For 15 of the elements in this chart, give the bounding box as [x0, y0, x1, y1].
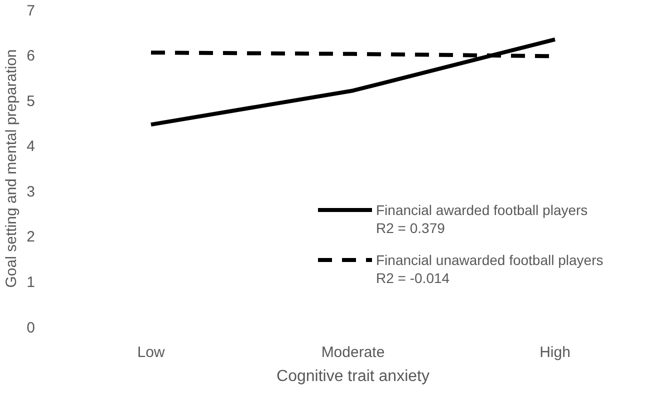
legend-label: Financial awarded football players R2 = 0.379	[376, 202, 588, 236]
y-tick-label: 7	[26, 2, 35, 20]
legend-label: Financial unawarded football players R2 = -0.014	[376, 252, 604, 286]
y-tick-label: 0	[26, 319, 35, 336]
x-tick-label: Low	[137, 344, 165, 361]
y-axis-title: Goal setting and mental preparation	[3, 49, 20, 288]
y-tick-label: 5	[26, 92, 35, 110]
x-tick-label: Moderate	[321, 344, 385, 361]
y-tick-label: 3	[26, 183, 35, 200]
x-axis-title: Cognitive trait anxiety	[276, 368, 430, 385]
x-tick-label: High	[540, 344, 570, 361]
y-tick-label: 1	[26, 274, 35, 291]
y-tick-label: 4	[26, 138, 35, 156]
y-tick-label: 2	[26, 228, 35, 246]
y-tick-label: 6	[26, 48, 35, 65]
